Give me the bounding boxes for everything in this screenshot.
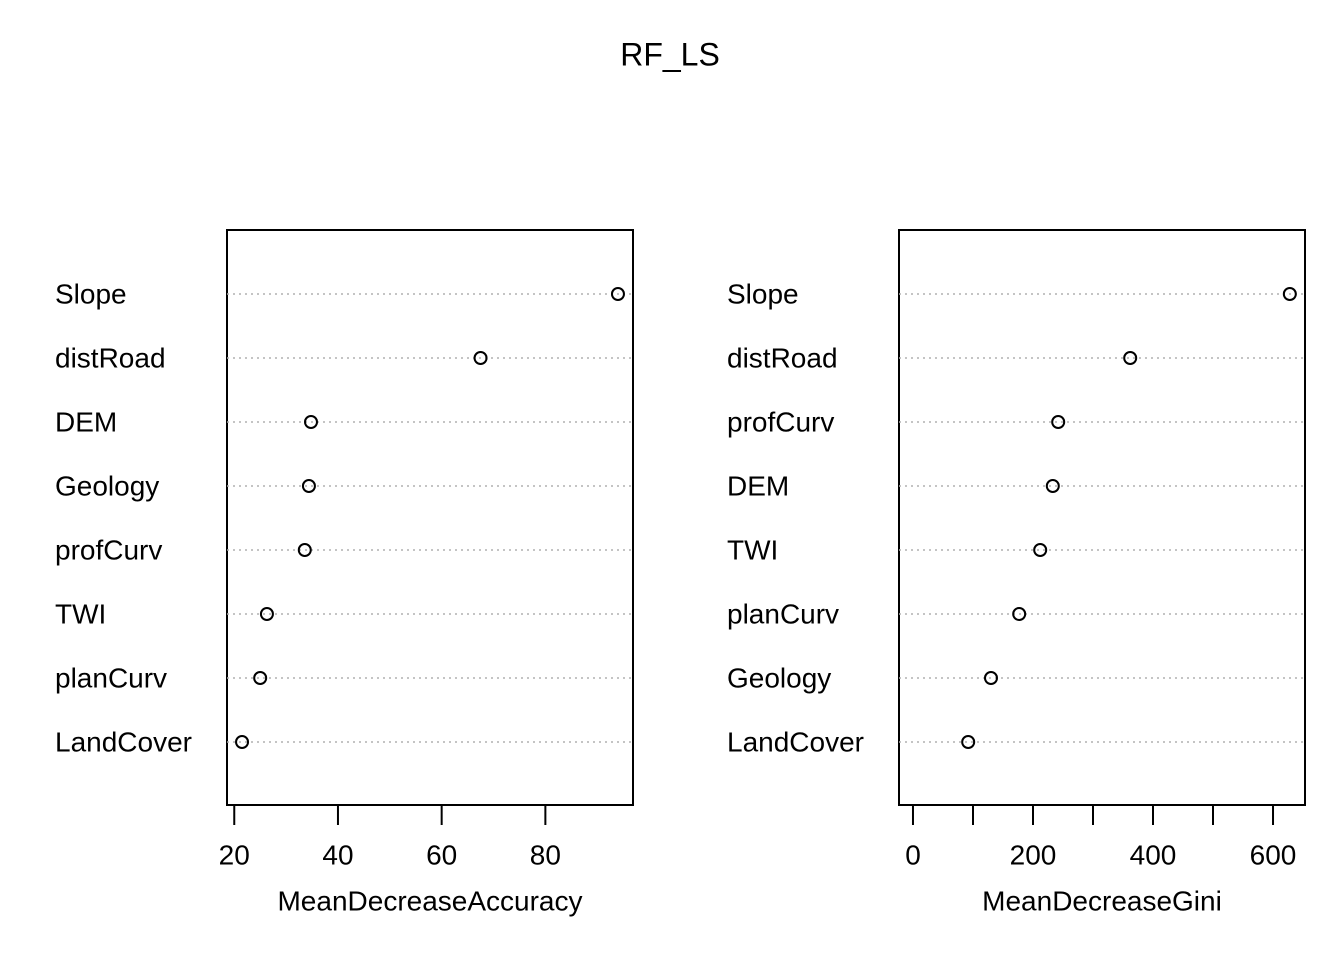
category-label: LandCover [727,726,864,757]
dot [1123,351,1138,365]
category-label: Slope [55,278,127,309]
category-label: LandCover [55,726,192,757]
dot [253,671,268,685]
category-label: Geology [727,662,831,693]
x-tick-label: 400 [1130,839,1177,870]
x-tick-label: 200 [1010,839,1057,870]
dot [301,479,316,493]
x-tick-label: 20 [219,839,250,870]
category-label: TWI [727,534,778,565]
plot-frame [226,229,634,806]
category-label: Slope [727,278,799,309]
x-tick-label: 600 [1250,839,1297,870]
dot [1045,479,1060,493]
category-label: planCurv [727,598,839,629]
plot-frame [898,229,1306,806]
dot [1282,287,1297,301]
dot [983,671,998,685]
dot [1051,415,1066,429]
category-label: TWI [55,598,106,629]
x-axis-label: MeanDecreaseAccuracy [277,885,582,916]
dot [235,735,250,749]
dot [473,351,488,365]
dot [1012,607,1027,621]
figure-title: RF_LS [620,36,720,72]
dot [610,287,625,301]
category-label: distRoad [55,342,166,373]
x-tick-label: 80 [530,839,561,870]
category-label: planCurv [55,662,167,693]
category-label: Geology [55,470,159,501]
category-label: DEM [55,406,117,437]
category-label: distRoad [727,342,838,373]
category-label: DEM [727,470,789,501]
dot [1033,543,1048,557]
x-tick-label: 0 [905,839,921,870]
category-label: profCurv [55,534,162,565]
dot [304,415,318,429]
x-axis-label: MeanDecreaseGini [982,885,1222,916]
dot [297,543,312,557]
dot [961,735,976,749]
dot [259,607,274,621]
category-label: profCurv [727,406,834,437]
x-tick-label: 60 [426,839,457,870]
x-tick-label: 40 [322,839,353,870]
